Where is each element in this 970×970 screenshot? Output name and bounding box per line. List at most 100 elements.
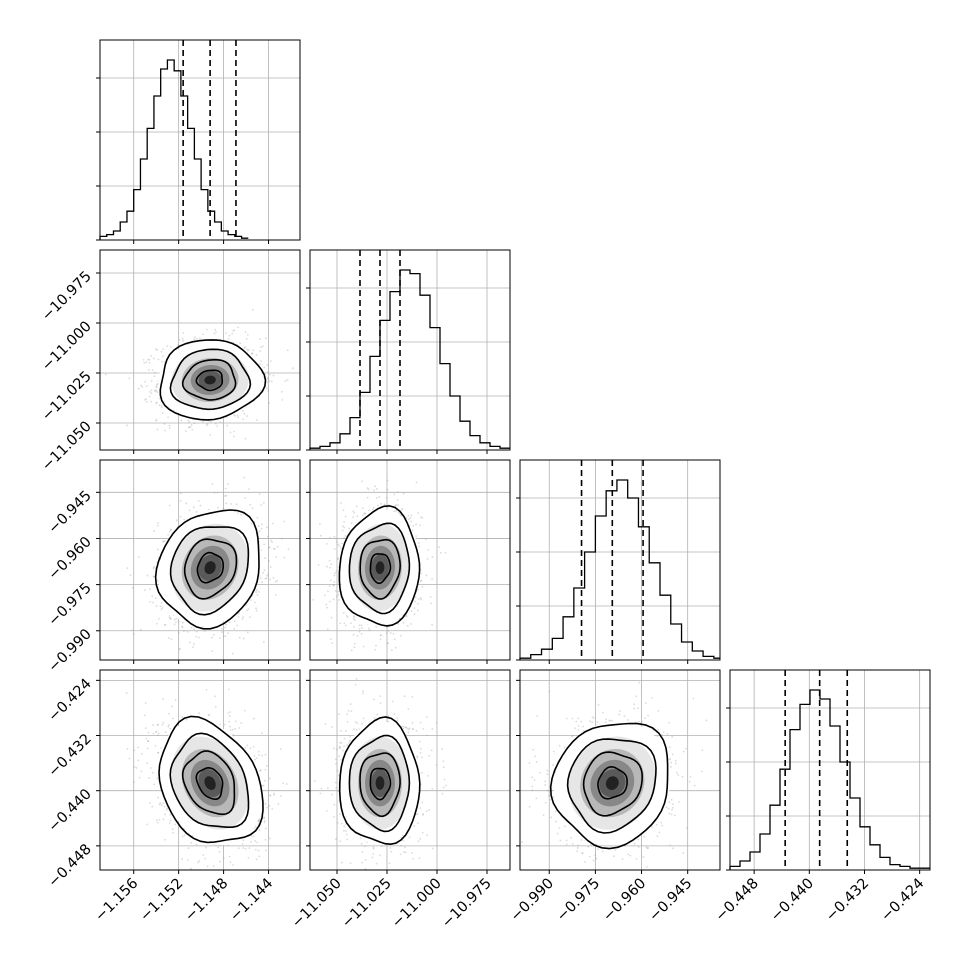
contour-line — [348, 522, 411, 615]
scatter-point — [150, 380, 153, 382]
scatter-point — [233, 620, 236, 623]
scatter-point — [205, 424, 208, 427]
scatter-point — [156, 724, 159, 727]
scatter-point — [147, 358, 150, 361]
scatter-point — [395, 510, 397, 512]
scatter-point — [133, 781, 135, 784]
y-tick-label: −0.975 — [46, 580, 95, 629]
scatter-point — [237, 847, 240, 850]
scatter-point — [419, 524, 421, 527]
scatter-point — [139, 628, 142, 631]
scatter-point — [197, 500, 200, 502]
scatter-point — [214, 422, 217, 425]
scatter-point — [336, 557, 339, 560]
scatter-point — [157, 522, 159, 524]
scatter-point — [269, 566, 272, 568]
scatter-point — [204, 857, 206, 860]
scatter-point — [402, 492, 405, 495]
scatter-point — [344, 515, 347, 518]
scatter-point — [155, 386, 158, 389]
scatter-point — [414, 600, 416, 603]
scatter-point — [420, 598, 423, 601]
scatter-point — [420, 579, 423, 582]
scatter-point — [228, 715, 231, 717]
scatter-point — [303, 488, 305, 490]
scatter-point — [312, 599, 315, 601]
scatter-point — [409, 516, 412, 519]
scatter-point — [239, 342, 242, 345]
scatter-point — [180, 419, 183, 422]
scatter-point — [152, 575, 155, 578]
scatter-point — [148, 361, 151, 364]
scatter-point — [410, 623, 413, 625]
scatter-point — [194, 336, 196, 339]
scatter-point — [151, 595, 154, 597]
scatter-point — [229, 711, 232, 713]
scatter-point — [389, 632, 392, 634]
scatter-point — [417, 542, 420, 544]
scatter-point — [158, 803, 161, 806]
scatter-point — [326, 628, 329, 631]
scatter-point — [375, 488, 378, 490]
scatter-point — [287, 548, 290, 551]
scatter-point — [425, 574, 428, 577]
scatter-point — [251, 352, 254, 355]
scatter-point — [267, 389, 270, 392]
scatter-point — [353, 511, 356, 514]
scatter-point — [145, 400, 148, 403]
scatter-point — [187, 426, 190, 429]
scatter-point — [168, 531, 171, 533]
scatter-point — [187, 847, 190, 850]
scatter-point — [431, 556, 434, 558]
panel-2d — [312, 479, 447, 670]
scatter-point — [229, 725, 231, 728]
scatter-point — [328, 585, 331, 588]
scatter-point — [332, 584, 335, 587]
scatter-point — [327, 590, 329, 593]
scatter-point — [269, 578, 272, 581]
scatter-point — [152, 601, 154, 604]
scatter-point — [190, 841, 193, 844]
histogram-step — [309, 269, 510, 450]
scatter-point — [329, 600, 331, 603]
scatter-point — [263, 821, 266, 824]
scatter-point — [323, 594, 326, 597]
scatter-point — [330, 616, 333, 619]
scatter-point — [345, 614, 348, 617]
scatter-point — [161, 607, 164, 609]
scatter-point — [245, 604, 248, 606]
scatter-point — [344, 624, 347, 627]
scatter-point — [155, 402, 158, 405]
scatter-point — [273, 548, 276, 550]
scatter-point — [206, 865, 209, 868]
scatter-point — [179, 648, 181, 651]
scatter-point — [379, 638, 382, 641]
scatter-point — [268, 380, 271, 382]
scatter-point — [225, 623, 228, 626]
scatter-point — [181, 835, 184, 838]
scatter-point — [339, 622, 342, 625]
scatter-point — [143, 361, 146, 364]
scatter-point — [156, 622, 158, 625]
scatter-point — [189, 641, 191, 644]
scatter-point — [133, 766, 136, 769]
scatter-point — [224, 487, 227, 490]
scatter-point — [291, 367, 294, 370]
scatter-point — [400, 668, 402, 670]
scatter-point — [353, 642, 356, 645]
scatter-point — [264, 753, 267, 756]
scatter-point — [387, 642, 389, 644]
scatter-point — [272, 547, 275, 550]
scatter-point — [268, 804, 271, 807]
scatter-point — [189, 426, 192, 428]
scatter-point — [196, 457, 198, 459]
scatter-point — [317, 563, 320, 566]
scatter-point — [212, 865, 215, 867]
scatter-point — [211, 483, 214, 486]
scatter-point — [156, 348, 159, 351]
scatter-point — [334, 590, 337, 592]
scatter-point — [144, 380, 146, 383]
scatter-point — [420, 572, 422, 575]
scatter-point — [342, 612, 345, 614]
scatter-point — [348, 527, 351, 530]
